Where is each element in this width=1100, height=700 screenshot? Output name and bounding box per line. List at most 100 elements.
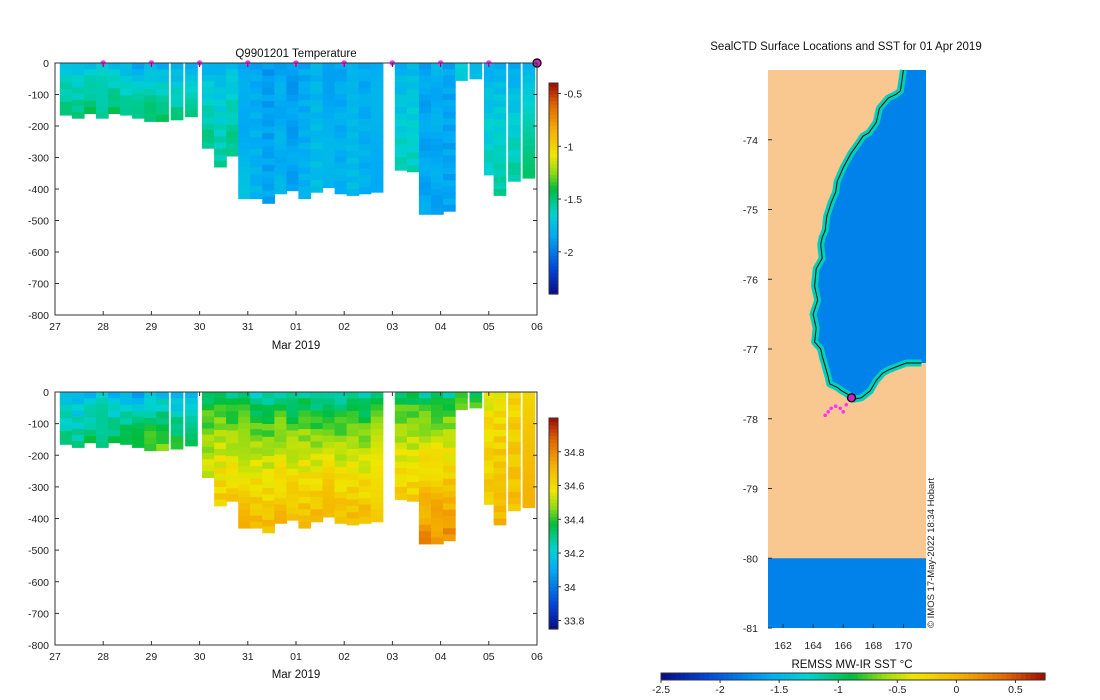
profile-cell: [493, 75, 507, 83]
colorbar-segment: [549, 255, 558, 260]
profile-cell: [262, 526, 275, 534]
profile-cell: [250, 149, 263, 156]
profile-cell: [358, 435, 372, 443]
profile-cell: [346, 467, 360, 475]
profile-cell: [274, 479, 287, 487]
profile-cell: [346, 518, 360, 526]
colorbar-segment: [549, 491, 558, 496]
profile-cell: [431, 512, 444, 520]
profile-cell: [262, 63, 275, 70]
profile-cell: [156, 69, 169, 77]
colorbar-segment: [549, 153, 558, 158]
profile-cell: [522, 443, 536, 451]
map-y-tick-label: -81: [743, 623, 758, 635]
profile-cell: [226, 494, 239, 502]
profile-cell: [431, 138, 444, 146]
colorbar-segment: [661, 673, 667, 680]
profile-cell: [238, 478, 251, 486]
profile-column: [310, 392, 324, 523]
profile-cell: [394, 442, 408, 450]
colorbar-segment: [795, 673, 801, 680]
profile-cell: [346, 144, 360, 152]
profile-column: [508, 392, 521, 512]
profile-cell: [334, 162, 348, 170]
profile-cell: [250, 99, 263, 107]
profile-cell: [310, 422, 324, 430]
profile-cell: [493, 392, 507, 399]
profile-column: [334, 392, 348, 524]
profile-cell: [493, 398, 507, 406]
profile-column: [250, 392, 263, 529]
profile-cell: [406, 411, 420, 419]
profile-cell: [298, 441, 312, 449]
profile-cell: [274, 423, 287, 430]
colorbar-segment: [685, 673, 691, 680]
colorbar-tick-label: -0.5: [564, 89, 582, 101]
y-tick-label: -600: [28, 577, 49, 589]
colorbar-segment: [549, 555, 558, 560]
profile-cell: [443, 522, 456, 529]
profile-cell: [250, 429, 263, 436]
profile-cell: [298, 124, 312, 132]
profile-cell: [71, 105, 85, 113]
profile-cell: [298, 521, 312, 529]
profile-cell: [132, 93, 145, 101]
profile-cell: [286, 82, 300, 90]
profile-cell: [493, 455, 507, 463]
profile-cell: [274, 429, 287, 437]
profile-cell: [406, 417, 420, 425]
profile-cell: [250, 521, 263, 529]
colorbar-segment: [549, 421, 558, 426]
profile-cell: [120, 102, 133, 110]
profile-cell: [298, 478, 312, 486]
colorbar-segment: [862, 673, 868, 680]
colorbar-segment: [838, 673, 844, 680]
profile-cell: [214, 118, 227, 125]
profile-cell: [522, 94, 536, 102]
colorbar-segment: [549, 586, 558, 591]
profile-cell: [443, 435, 456, 443]
colorbar-segment: [549, 262, 558, 267]
colorbar-segment: [977, 673, 984, 680]
profile-cell: [202, 416, 215, 424]
profile-cell: [394, 81, 408, 89]
profile-cell: [346, 499, 360, 507]
colorbar-segment: [549, 618, 558, 623]
profile-cell: [334, 69, 348, 76]
profile-cell: [286, 475, 300, 483]
profile-cell: [418, 505, 432, 513]
profile-cell: [418, 157, 432, 165]
profile-cell: [238, 180, 251, 187]
profile-cell: [310, 118, 324, 126]
profile-column: [286, 392, 300, 521]
profile-column: [170, 63, 184, 121]
profile-cell: [493, 113, 507, 121]
profile-cell: [250, 155, 263, 163]
profile-cell: [443, 143, 456, 150]
profile-cell: [443, 503, 456, 511]
profile-cell: [370, 69, 384, 76]
profile-cell: [238, 112, 251, 120]
profile-cell: [226, 443, 239, 451]
profile-cell: [322, 87, 336, 95]
profile-cell: [96, 416, 109, 424]
profile-cell: [310, 509, 324, 517]
colorbar-segment: [1040, 673, 1046, 680]
profile-cell: [286, 392, 300, 399]
profile-cell: [431, 94, 444, 102]
profile-column: [394, 63, 408, 171]
profile-cell: [214, 429, 227, 437]
profile-cell: [431, 151, 444, 159]
colorbar-segment: [709, 673, 715, 680]
profile-cell: [298, 112, 312, 120]
profile-cell: [185, 63, 198, 70]
profile-cell: [202, 75, 215, 82]
profile-cell: [406, 63, 420, 70]
profile-cell: [156, 76, 169, 84]
profile-cell: [322, 423, 336, 430]
profile-cell: [250, 81, 263, 89]
colorbar-segment: [963, 673, 969, 680]
colorbar-segment: [549, 579, 558, 584]
profile-cell: [274, 454, 287, 462]
colorbar-tick-label: -2: [715, 684, 724, 696]
